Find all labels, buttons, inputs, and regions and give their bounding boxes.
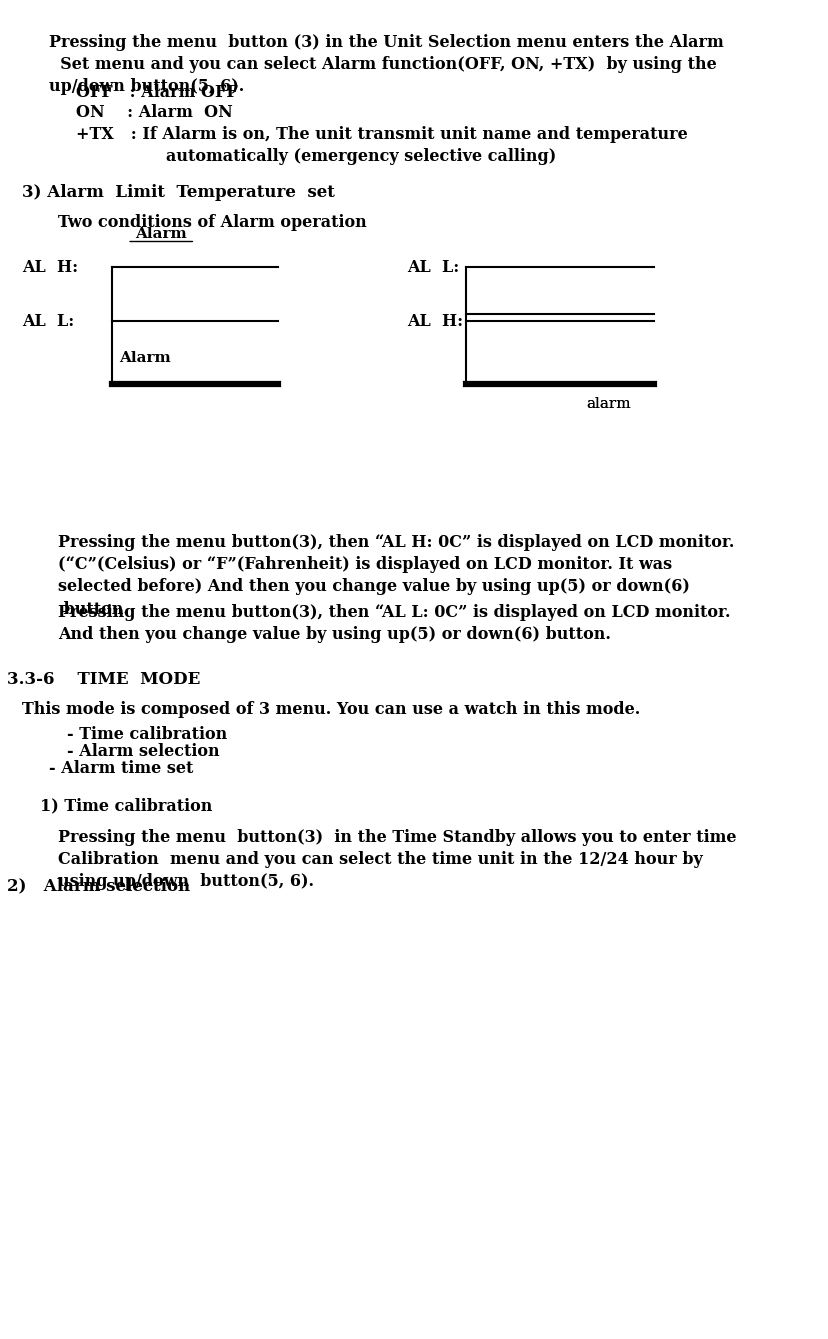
- Text: 3) Alarm  Limit  Temperature  set: 3) Alarm Limit Temperature set: [22, 183, 335, 201]
- Text: 2)   Alarm selection: 2) Alarm selection: [7, 877, 190, 894]
- Text: AL  H:: AL H:: [22, 258, 79, 276]
- Text: - Alarm time set: - Alarm time set: [49, 761, 194, 777]
- Text: Pressing the menu button(3), then “AL H: 0C” is displayed on LCD monitor.
(“C”(C: Pressing the menu button(3), then “AL H:…: [58, 534, 734, 617]
- Text: alarm: alarm: [586, 396, 631, 411]
- Text: - Time calibration: - Time calibration: [67, 726, 227, 743]
- Text: Alarm: Alarm: [119, 351, 171, 366]
- Text: Pressing the menu  button (3) in the Unit Selection menu enters the Alarm
  Set : Pressing the menu button (3) in the Unit…: [49, 33, 723, 95]
- Text: Alarm: Alarm: [135, 228, 187, 241]
- Text: AL  L:: AL L:: [407, 258, 460, 276]
- Text: 1) Time calibration: 1) Time calibration: [41, 797, 213, 814]
- Text: Two conditions of Alarm operation: Two conditions of Alarm operation: [58, 214, 367, 232]
- Text: Pressing the menu button(3), then “AL L: 0C” is displayed on LCD monitor.
And th: Pressing the menu button(3), then “AL L:…: [58, 604, 729, 643]
- Text: Pressing the menu  button(3)  in the Time Standby allows you to enter time
Calib: Pressing the menu button(3) in the Time …: [58, 829, 736, 890]
- Text: +TX   : If Alarm is on, The unit transmit unit name and temperature
            : +TX : If Alarm is on, The unit transmit …: [76, 126, 687, 165]
- Text: OFF   : Alarm OFF: OFF : Alarm OFF: [76, 84, 238, 100]
- Text: ON    : Alarm  ON: ON : Alarm ON: [76, 104, 233, 121]
- Text: AL  H:: AL H:: [407, 312, 463, 329]
- Text: AL  L:: AL L:: [22, 312, 75, 329]
- Text: alarm: alarm: [586, 396, 631, 411]
- Text: This mode is composed of 3 menu. You can use a watch in this mode.: This mode is composed of 3 menu. You can…: [22, 702, 640, 718]
- Text: - Alarm selection: - Alarm selection: [67, 743, 219, 761]
- Text: 3.3-6    TIME  MODE: 3.3-6 TIME MODE: [7, 671, 200, 688]
